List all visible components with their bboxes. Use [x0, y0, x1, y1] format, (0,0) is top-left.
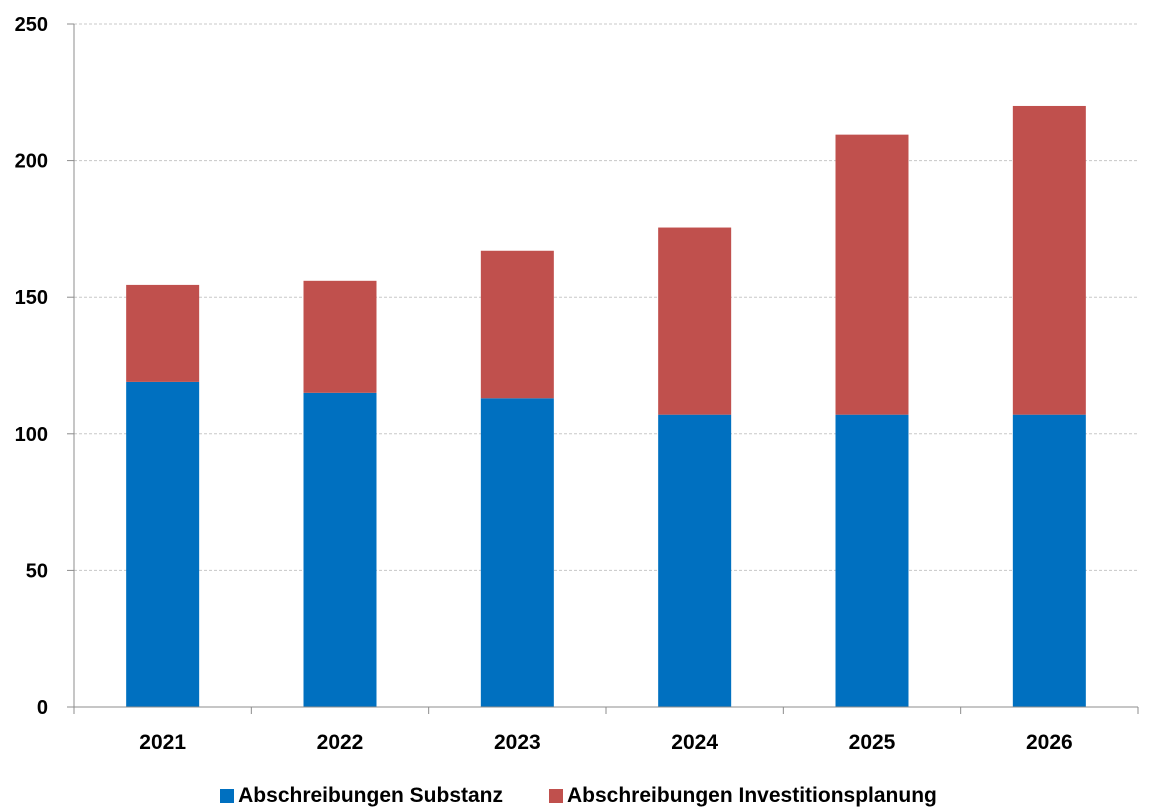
- y-tick-label: 50: [26, 560, 48, 582]
- bar-investitionsplanung-2022: [303, 280, 377, 393]
- y-tick-label: 0: [37, 697, 48, 719]
- bar-substanz-2022: [303, 392, 377, 707]
- bar-investitionsplanung-2024: [658, 227, 732, 415]
- y-tick-label: 150: [15, 287, 48, 309]
- gridlines: [74, 23, 1138, 571]
- bar-substanz-2026: [1012, 414, 1086, 707]
- legend-label-substanz: Abschreibungen Substanz: [238, 784, 503, 807]
- legend-label-investitionsplanung: Abschreibungen Investitionsplanung: [567, 784, 937, 807]
- axes: [67, 23, 1139, 714]
- x-tick-label: 2021: [139, 731, 186, 754]
- bar-investitionsplanung-2025: [835, 134, 909, 415]
- y-tick-label: 250: [15, 14, 48, 36]
- bar-investitionsplanung-2021: [126, 284, 200, 382]
- bar-substanz-2025: [835, 414, 909, 707]
- y-tick-label: 200: [15, 151, 48, 173]
- bar-substanz-2021: [126, 381, 200, 707]
- x-tick-label: 2024: [671, 731, 718, 754]
- x-tick-labels: 2021 2022 2023 2024 2025 2026: [139, 731, 1072, 754]
- bar-substanz-2023: [480, 398, 554, 707]
- x-tick-label: 2023: [494, 731, 541, 754]
- x-tick-label: 2022: [317, 731, 364, 754]
- y-tick-labels: 0 50 100 150 200 250: [15, 14, 48, 719]
- legend-swatch-substanz: [220, 789, 235, 803]
- bars: [126, 105, 1086, 707]
- x-tick-label: 2025: [849, 731, 896, 754]
- stacked-bar-chart: 0 50 100 150 200 250 2021 2022 2023 2024 2025 2026: [15, 14, 1139, 754]
- legend-swatch-investitionsplanung: [549, 789, 563, 803]
- bar-investitionsplanung-2023: [480, 250, 554, 399]
- x-tick-label: 2026: [1026, 731, 1073, 754]
- bar-substanz-2024: [658, 414, 732, 707]
- y-tick-label: 100: [15, 424, 48, 446]
- legend-item-substanz: Abschreibungen Substanz: [220, 784, 503, 808]
- legend-item-investitionsplanung: Abschreibungen Investitionsplanung: [549, 784, 937, 808]
- legend: Abschreibungen Substanz Abschreibungen I…: [0, 784, 1157, 808]
- bar-investitionsplanung-2026: [1012, 105, 1086, 415]
